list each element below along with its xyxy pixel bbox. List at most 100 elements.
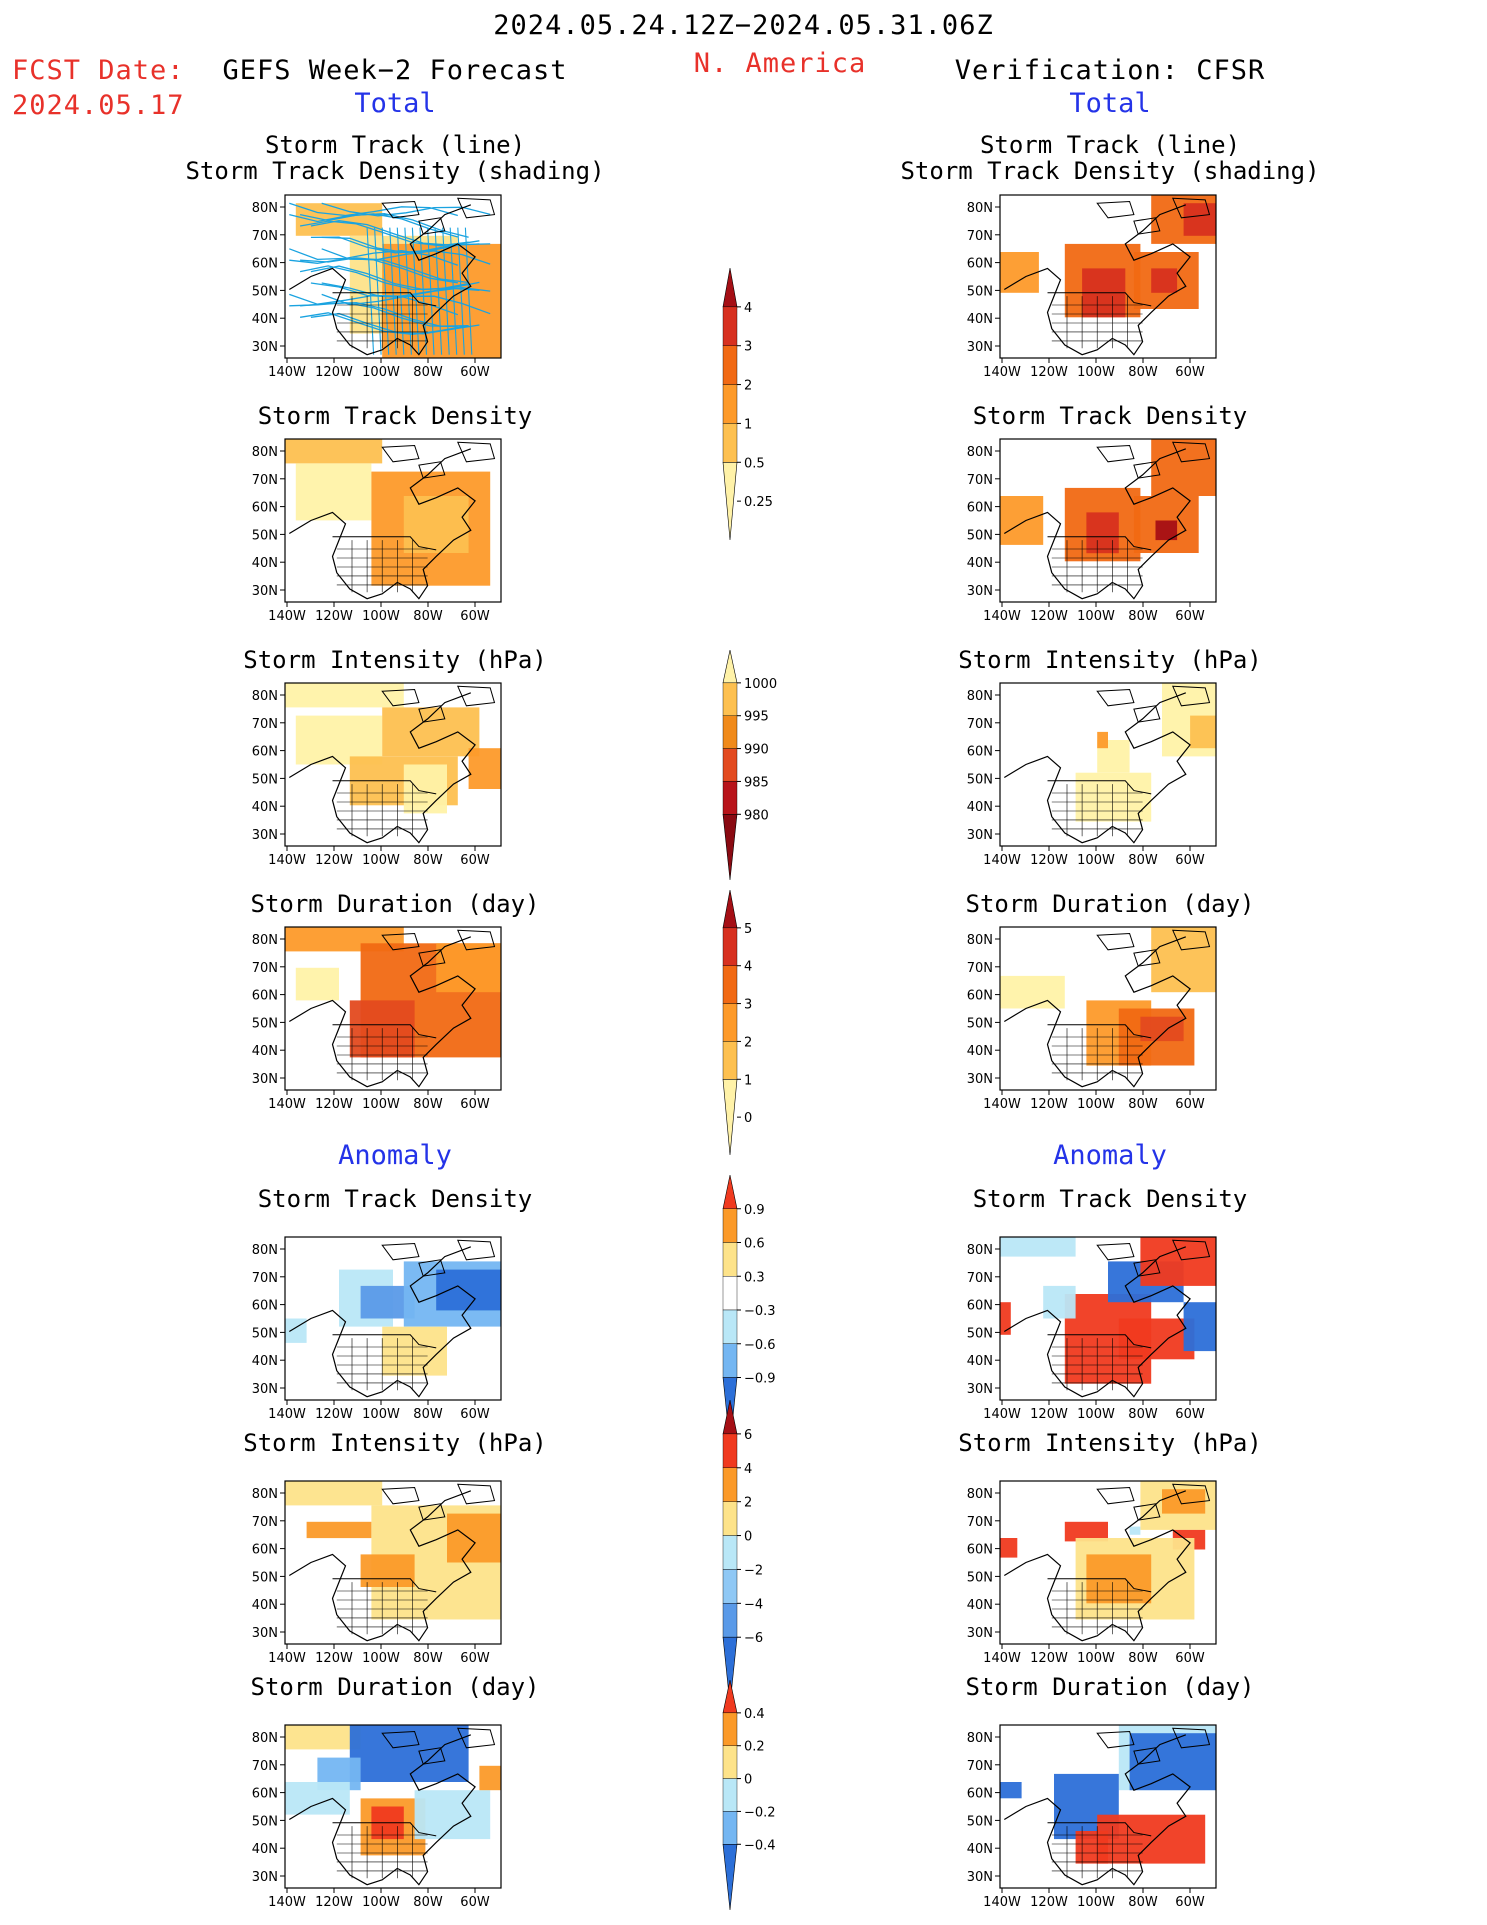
colorbar-segment (722, 1041, 738, 1080)
colorbar-label: 0.6 (744, 1237, 765, 1252)
storm-track-line (374, 227, 382, 355)
lat-label: 30N (967, 1382, 993, 1397)
shading-cell (1129, 1526, 1141, 1535)
lat-label: 80N (967, 1243, 993, 1258)
coastline (457, 1239, 496, 1261)
shading-cell (1097, 1814, 1206, 1864)
colorbar-label: 2 (744, 1496, 752, 1511)
lon-label: 60W (1175, 609, 1205, 624)
lat-label: 80N (252, 1487, 278, 1502)
total-label-left: Total (354, 88, 436, 119)
region-label: N. America (693, 48, 867, 79)
shading-cell (285, 1782, 350, 1815)
lat-label: 80N (252, 933, 278, 948)
shading-cell (1000, 1782, 1022, 1799)
title-intensity-anomaly-left: Storm Intensity (hPa) (243, 1429, 547, 1457)
colorbar-arrow-bottom (722, 1636, 738, 1706)
shading-cell (403, 496, 469, 553)
colorbar-label: 4 (744, 960, 752, 975)
shading-cell (1086, 512, 1119, 554)
colorbar-label: −4 (744, 1597, 763, 1612)
colorbar-label: 0.5 (744, 456, 765, 471)
shading-cell (1000, 1538, 1018, 1558)
lon-label: 60W (1175, 1407, 1205, 1422)
colorbar-segment (722, 384, 738, 424)
lon-label: 120W (315, 1407, 353, 1422)
lon-label: 80W (1128, 1097, 1158, 1112)
shading-cell (1043, 1285, 1076, 1319)
coastline (1133, 1259, 1161, 1277)
map-frame (999, 1480, 1217, 1645)
lon-label: 140W (983, 1651, 1021, 1666)
lat-label: 50N (967, 1570, 993, 1585)
colorbar-arrow-top (722, 1174, 738, 1210)
coastline (288, 1246, 476, 1398)
storm-track-line (404, 227, 412, 355)
lon-label: 100W (1077, 609, 1115, 624)
lat-label: 80N (967, 445, 993, 460)
storm-track-line (366, 227, 375, 355)
lon-label: 140W (983, 365, 1021, 380)
lat-label: 70N (252, 473, 278, 488)
lon-label: 60W (460, 1895, 490, 1910)
colorbar-segment (722, 1433, 738, 1468)
lat-label: 50N (252, 772, 278, 787)
lon-label: 140W (983, 1097, 1021, 1112)
coastline (457, 929, 496, 951)
colorbar-segment (722, 965, 738, 1004)
shading-cell (1000, 1302, 1011, 1335)
lon-label: 100W (1077, 1895, 1115, 1910)
lon-label: 80W (413, 853, 443, 868)
map-panel-ri: 80N 70N 60N 50N 40N 30N 140W 120W 100W 80W 60W (967, 682, 1217, 868)
lat-label: 50N (967, 772, 993, 787)
storm-track-line (389, 227, 397, 355)
lat-label: 50N (967, 1814, 993, 1829)
lat-label: 60N (967, 257, 993, 272)
lat-label: 70N (252, 1759, 278, 1774)
colorbar-arrow-top (722, 649, 738, 684)
map-frame (999, 1724, 1217, 1889)
coastline (418, 217, 446, 235)
coastline (457, 685, 496, 707)
lat-label: 40N (252, 1842, 278, 1857)
storm-track-line (289, 301, 458, 328)
lat-label: 40N (252, 800, 278, 815)
lat-label: 40N (967, 312, 993, 327)
colorbar-segment (722, 1003, 738, 1042)
lon-label: 140W (983, 609, 1021, 624)
lat-label: 70N (967, 717, 993, 732)
coastline (288, 448, 476, 600)
colorbar-label: 1 (744, 1073, 752, 1088)
colorbar-label: 5 (744, 922, 752, 937)
map-panel-ru: 80N 70N 60N 50N 40N 30N 140W 120W 100W 80W 60W (967, 926, 1217, 1112)
lat-label: 50N (967, 1326, 993, 1341)
shading-cell (1190, 715, 1216, 749)
colorbar-label: 0.9 (744, 1203, 765, 1218)
shading-cell (1183, 1302, 1216, 1352)
lon-label: 80W (1128, 853, 1158, 868)
lat-label: 40N (967, 556, 993, 571)
lon-label: 120W (1030, 609, 1068, 624)
lat-label: 60N (967, 1543, 993, 1558)
coastline (457, 197, 496, 219)
storm-track-line (310, 282, 480, 298)
lon-label: 140W (268, 609, 306, 624)
colorbar-label: 0 (744, 1111, 752, 1126)
lon-label: 100W (362, 853, 400, 868)
shading-cell (285, 1725, 361, 1750)
coastline (418, 705, 446, 723)
verification-title: Verification: CFSR (954, 55, 1266, 86)
coastline (1003, 448, 1191, 600)
lat-label: 70N (252, 229, 278, 244)
us-canada-border (332, 1334, 437, 1349)
colorbar-label: 3 (744, 340, 752, 355)
lat-label: 80N (967, 1731, 993, 1746)
lon-label: 80W (413, 365, 443, 380)
lon-label: 100W (1077, 853, 1115, 868)
colorbar-label: 2 (744, 1035, 752, 1050)
us-canada-border (332, 1578, 437, 1593)
lat-label: 60N (967, 501, 993, 516)
lat-label: 50N (967, 528, 993, 543)
colorbar-label: 0.3 (744, 1270, 765, 1285)
map-frame (284, 926, 502, 1091)
